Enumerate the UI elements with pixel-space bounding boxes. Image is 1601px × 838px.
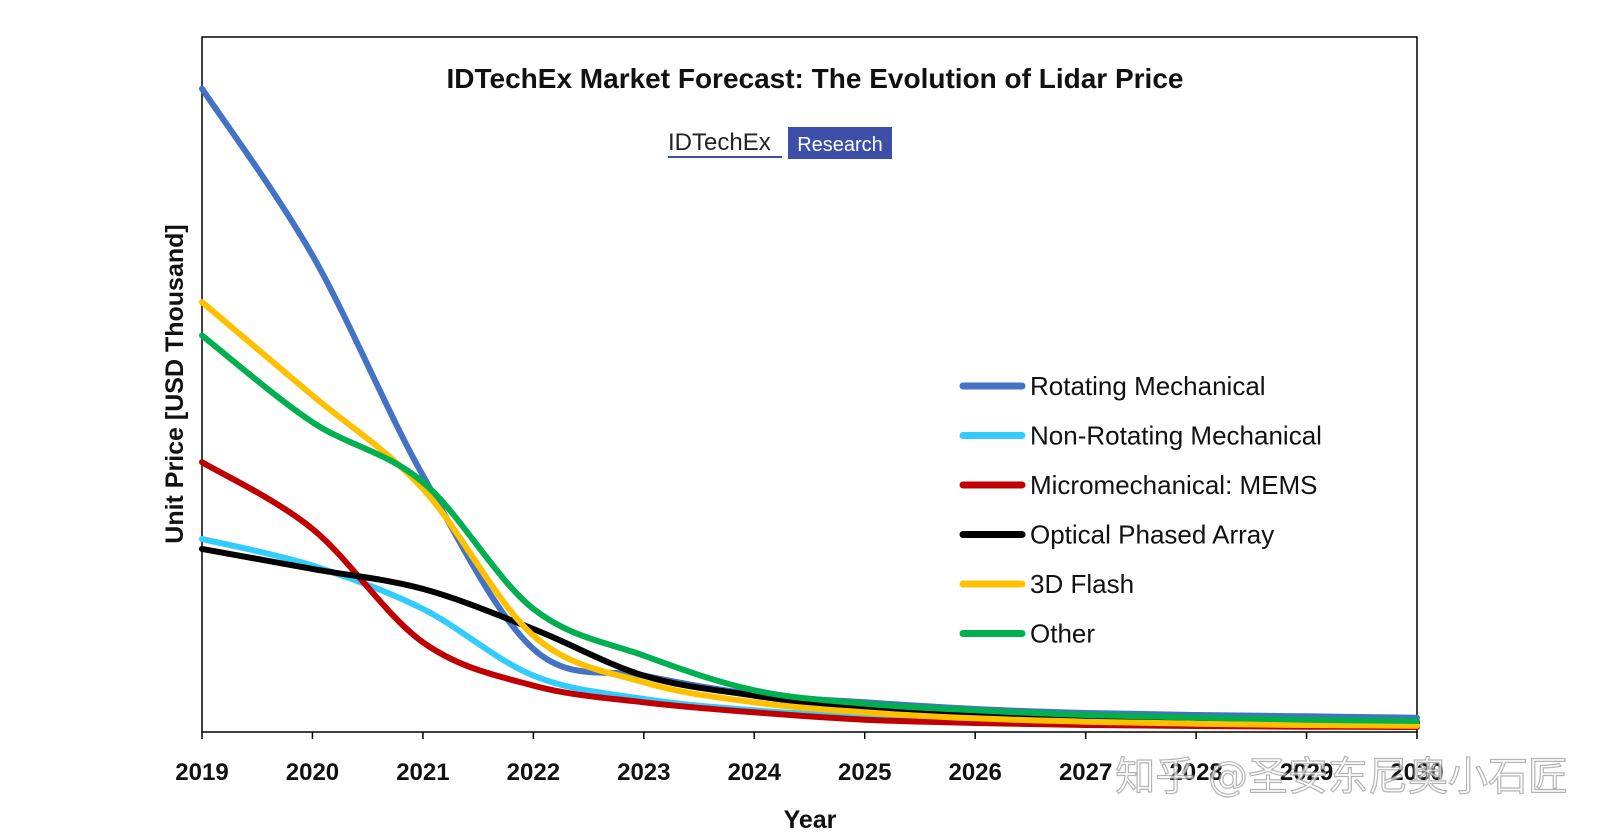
legend: Rotating Mechanical Non-Rotating Mechanic…: [959, 371, 1322, 649]
legend-label: 3D Flash: [1030, 569, 1134, 599]
series-line-3d-flash: [199, 299, 1420, 729]
x-tick-label: 2027: [1059, 759, 1112, 786]
plot-frame: [201, 36, 1418, 733]
legend-label: Rotating Mechanical: [1030, 371, 1266, 401]
x-tick-label: 2020: [286, 759, 339, 786]
x-tick-label: 2019: [175, 759, 228, 786]
watermark-text: 知乎 @圣安东尼奥小石匠: [1115, 754, 1568, 800]
x-tick-label: 2024: [728, 759, 782, 786]
x-tick-label: 2022: [507, 759, 560, 786]
legend-label: Non-Rotating Mechanical: [1030, 421, 1322, 451]
x-tick-label: 2021: [396, 759, 449, 786]
series-line-rotating-mechanical: [199, 85, 1420, 721]
x-tick-label: 2028: [1169, 759, 1222, 786]
x-tick-label: 2030: [1390, 759, 1443, 786]
x-tick-label: 2023: [617, 759, 670, 786]
legend-label: Optical Phased Array: [1030, 520, 1274, 550]
chart-title: IDTechEx Market Forecast: The Evolution …: [447, 63, 1184, 94]
series-lines: [199, 85, 1420, 730]
logo-badge-text: Research: [797, 134, 883, 156]
logo-badge: [788, 127, 892, 159]
x-axis-label: Year: [784, 806, 837, 834]
legend-label: Micromechanical: MEMS: [1030, 470, 1318, 500]
x-tick-label: 2026: [948, 759, 1001, 786]
series-line-other: [199, 332, 1420, 724]
idtechex-logo: IDTechEx Research: [668, 127, 892, 159]
x-tick-label: 2025: [838, 759, 891, 786]
logo-main-text: IDTechEx: [668, 129, 771, 156]
x-tick-label: 2029: [1280, 759, 1333, 786]
x-axis-ticks: 2019 2020 2021 2022 2023 2024 2025 2026 2027 2028…: [175, 732, 1444, 786]
y-axis-label: Unit Price [USD Thousand]: [161, 224, 189, 543]
legend-label: Other: [1030, 619, 1095, 649]
